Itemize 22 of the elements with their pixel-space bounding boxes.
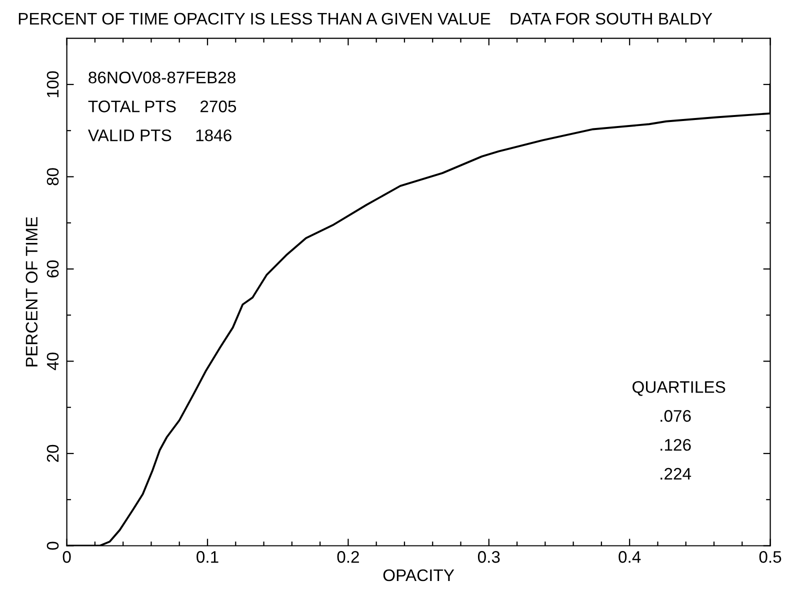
y-tick-label: 60 [46,260,59,278]
y-tick-label: 40 [46,352,59,370]
annotation: VALID PTS 1846 [88,129,232,142]
y-tick-label: 80 [46,168,59,186]
annotation: .076 [660,410,691,422]
y-tick-label: 0 [46,542,59,550]
x-tick-label: 0.2 [337,551,359,563]
x-tick-label: 0 [62,551,71,563]
annotation: .126 [660,438,691,451]
annotation: TOTAL PTS 2705 [88,100,236,112]
x-tick-label: 0.4 [618,551,641,563]
y-tick-label: 100 [46,71,59,98]
x-tick-label: 0.5 [759,551,782,563]
x-axis-title: OPACITY [383,569,454,582]
annotation: .224 [660,468,692,480]
x-tick-label: 0.1 [196,551,218,563]
annotation: 86NOV08-87FEB28 [88,72,236,84]
y-axis-title: PERCENT OF TIME [26,217,38,366]
annotation: QUARTILES [632,381,726,396]
chart-title: PERCENT OF TIME OPACITY IS LESS THAN A GIVEN VALUE DATA FOR SOUTH BALDY [18,12,712,25]
y-tick-label: 20 [46,444,59,462]
x-tick-label: 0.3 [478,551,500,563]
